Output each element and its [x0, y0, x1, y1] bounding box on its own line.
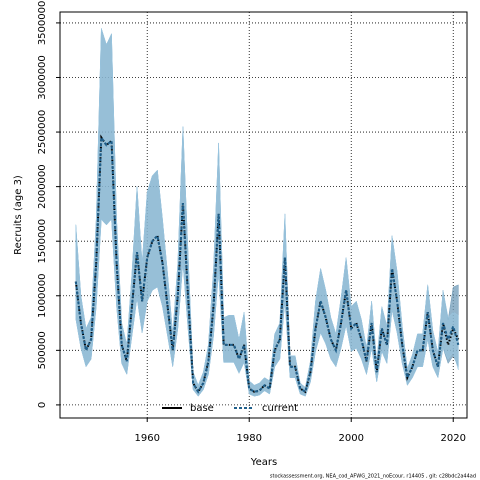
y-tick-label: 2500000	[37, 110, 48, 155]
legend-label: base	[190, 403, 214, 414]
y-tick-label: 2000000	[37, 164, 48, 209]
x-tick-label: 1980	[236, 433, 261, 444]
y-tick-label: 3000000	[37, 55, 48, 100]
legend-label: current	[262, 403, 298, 414]
confidence-band	[75, 28, 459, 397]
x-tick-label: 2000	[338, 433, 363, 444]
y-tick-label: 0	[37, 402, 48, 408]
series-line	[74, 134, 460, 394]
y-tick-label: 3500000	[37, 1, 48, 46]
x-tick-label: 2020	[441, 433, 466, 444]
plot-frame	[59, 11, 468, 419]
y-axis-label: Recruits (age 3)	[13, 175, 24, 255]
x-tick-label: 1960	[134, 433, 159, 444]
y-tick-label: 1000000	[37, 273, 48, 318]
footer: stockassessment.org, NEA_cod_AFWG_2021_n…	[270, 474, 476, 480]
x-axis-label: Years	[250, 457, 277, 468]
y-tick-label: 500000	[37, 331, 48, 369]
y-tick-label: 1500000	[37, 219, 48, 264]
